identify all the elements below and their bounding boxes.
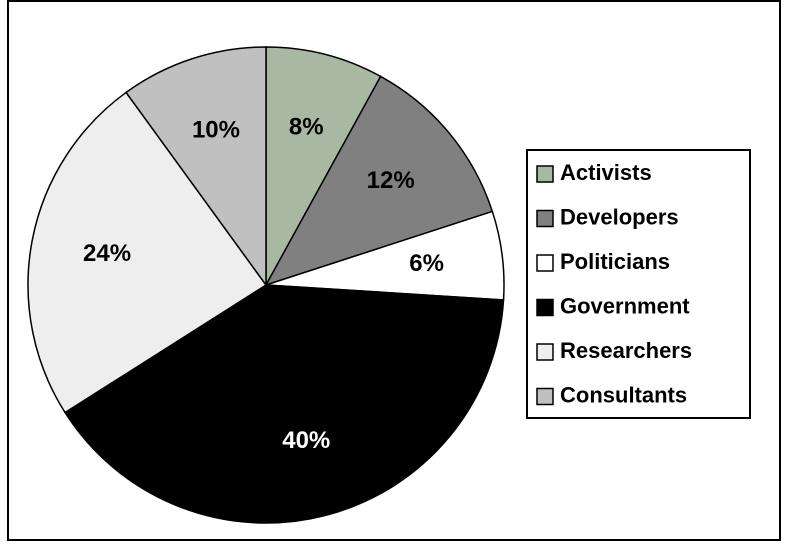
legend-label: Activists	[560, 160, 652, 185]
data-label: 40%	[282, 427, 330, 454]
legend-swatch	[536, 165, 554, 183]
data-label: 24%	[83, 240, 131, 267]
pie-slice	[64, 284, 505, 524]
data-label: 12%	[367, 167, 415, 194]
data-label: 6%	[409, 250, 444, 277]
data-label: 10%	[192, 116, 240, 143]
pie-slice	[265, 46, 382, 286]
legend-swatch	[536, 298, 554, 317]
legend-swatch	[536, 387, 554, 406]
legend-label: Politicians	[560, 249, 670, 274]
pie-slice	[264, 75, 494, 287]
pie-slice	[125, 46, 267, 288]
legend-box	[526, 149, 751, 419]
pie-slice	[27, 91, 268, 414]
legend-swatch	[536, 343, 554, 361]
legend-label: Consultants	[560, 382, 687, 407]
legend-swatch	[536, 254, 554, 272]
legend-label: Government	[560, 293, 690, 318]
legend-label: Developers	[560, 204, 679, 229]
legend-swatch	[536, 209, 554, 228]
data-label: 8%	[289, 114, 324, 141]
legend-label: Researchers	[560, 338, 692, 363]
